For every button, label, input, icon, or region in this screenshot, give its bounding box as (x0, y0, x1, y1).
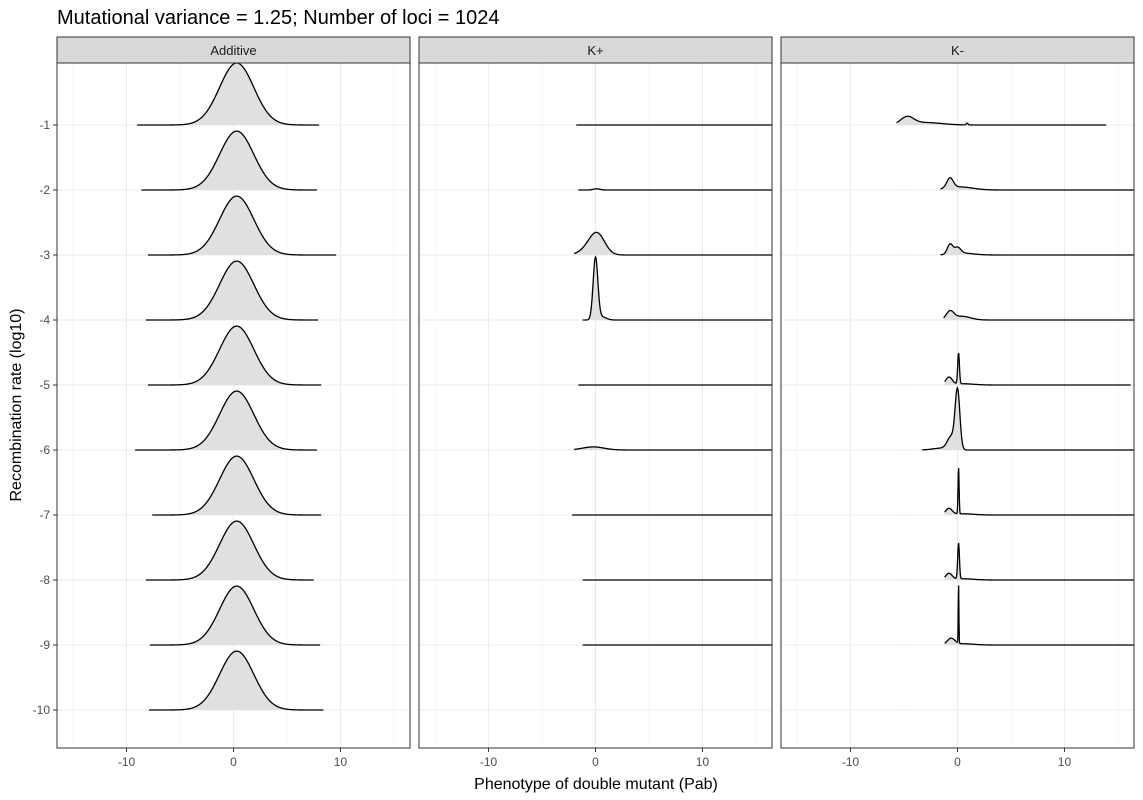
ridge-line (152, 455, 322, 516)
ridge-line (141, 130, 317, 191)
ridge-line (582, 255, 772, 321)
ridge-line (150, 585, 321, 646)
facet-strip-label: K- (951, 43, 964, 58)
x-tick-label: 10 (696, 755, 710, 769)
facet-strip-label: K+ (587, 43, 603, 58)
x-tick-label: -10 (480, 755, 498, 769)
ridge-fill (152, 456, 322, 515)
ridge-line (145, 260, 319, 321)
ridge-fill (137, 63, 320, 125)
ridge-line (940, 243, 1134, 256)
y-tick-label: -8 (39, 573, 50, 587)
x-tick-label: 0 (592, 755, 599, 769)
ridge-fill (896, 116, 1107, 125)
ridge-line (944, 352, 1131, 386)
y-tick-label: -6 (39, 443, 50, 457)
x-tick-label: -10 (118, 755, 136, 769)
ridge-line (147, 325, 322, 386)
ridge-line (573, 231, 772, 256)
ridge-fill (940, 177, 1134, 190)
y-tick-label: -2 (39, 183, 50, 197)
y-tick-label: -1 (39, 118, 50, 132)
ridge-fill (148, 651, 324, 710)
ridge-fill (150, 586, 321, 645)
facet-strip-label: Additive (210, 43, 256, 58)
ridge-line (148, 650, 324, 711)
ridge-fill (145, 261, 319, 320)
ridge-line (147, 195, 337, 256)
ridge-fill (145, 521, 314, 580)
ridge-line (578, 188, 772, 191)
ridge-line (922, 386, 1134, 451)
y-axis-title: Recombination rate (log10) (8, 309, 25, 502)
facet-strip (418, 36, 773, 64)
ridge-fill (147, 196, 337, 255)
ridge-line (944, 542, 1134, 581)
ridge-line (940, 177, 1134, 191)
x-tick-label: 10 (334, 755, 348, 769)
x-axis-title: Phenotype of double mutant (Pab) (474, 776, 718, 793)
facet-panels: Additive -10 0 10 K+ -10 0 10 K- -10 0 10 (56, 36, 1135, 769)
ridge-line (137, 62, 320, 126)
x-tick-label: 0 (230, 755, 237, 769)
ridge-fill (574, 232, 772, 255)
ridge-line (944, 468, 1134, 516)
facet-panel: K- -10 0 10 (780, 36, 1135, 769)
y-tick-label: -9 (39, 638, 50, 652)
x-tick-label: 10 (1058, 755, 1072, 769)
y-tick-label: -10 (33, 703, 51, 717)
y-axis: -1 -2 -3 -4 -5 -6 -7 -8 -9 -10 (33, 118, 57, 717)
ridge-line (943, 309, 1134, 321)
ridge-line (896, 115, 1107, 126)
facet-panel: K+ -10 0 10 (418, 36, 773, 769)
y-tick-label: -4 (39, 313, 50, 327)
ridge-line (135, 390, 317, 451)
ridge-fill (940, 243, 1134, 255)
ridge-fill (147, 326, 322, 385)
ridge-line (574, 446, 772, 451)
facet-strip (56, 36, 411, 64)
ridge-fill (141, 131, 317, 190)
ridge-fill (943, 310, 1134, 320)
y-tick-label: -5 (39, 378, 50, 392)
ridge-line (944, 585, 1134, 646)
x-tick-label: -10 (842, 755, 860, 769)
chart-title: Mutational variance = 1.25; Number of lo… (57, 7, 499, 29)
facet-strip (780, 36, 1135, 64)
x-tick-label: 0 (954, 755, 961, 769)
y-tick-label: -3 (39, 248, 50, 262)
ridge-line (145, 520, 314, 581)
ridge-fill (135, 391, 317, 450)
y-tick-label: -7 (39, 508, 50, 522)
facet-panel: Additive -10 0 10 (56, 36, 411, 769)
